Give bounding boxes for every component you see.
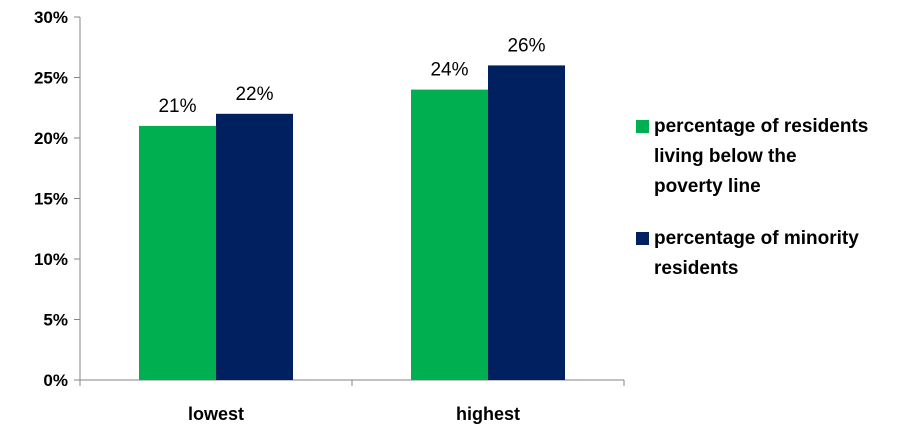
y-tick-label: 15% (34, 190, 68, 209)
legend: percentage of residents living below the p… (636, 116, 868, 279)
data-label: 26% (507, 35, 545, 56)
legend-label: percentage of minority (654, 228, 859, 249)
y-tick-label: 25% (34, 69, 68, 88)
y-axis-ticks: 0% 5% 10% 15% 20% 25% 30% (34, 8, 625, 390)
data-label: 22% (235, 84, 273, 105)
bar-highest-series-1 (488, 65, 565, 381)
legend-swatch (636, 232, 649, 245)
category-labels: lowest highest (188, 404, 520, 424)
category-label: lowest (188, 404, 244, 424)
bars-group: 21% 22% 24% 26% (139, 35, 565, 381)
y-tick-label: 30% (34, 8, 68, 27)
legend-label: poverty line (654, 176, 761, 197)
legend-label: percentage of residents (654, 116, 868, 137)
data-label: 21% (158, 96, 196, 117)
data-label: 24% (430, 60, 468, 81)
legend-label: living below the (654, 146, 797, 167)
y-tick-label: 5% (43, 311, 68, 330)
bar-lowest-series-1 (216, 113, 293, 381)
y-tick-label: 10% (34, 250, 68, 269)
y-tick-label: 20% (34, 129, 68, 148)
bar-highest-series-0 (411, 89, 488, 380)
y-tick-label: 0% (43, 371, 68, 390)
category-label: highest (456, 404, 520, 424)
bar-lowest-series-0 (139, 125, 216, 381)
legend-swatch (636, 120, 649, 133)
legend-label: residents (654, 258, 738, 279)
